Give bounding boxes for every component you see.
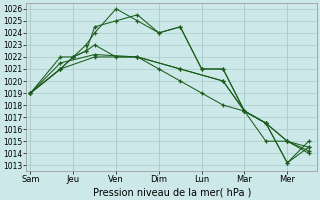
- X-axis label: Pression niveau de la mer( hPa ): Pression niveau de la mer( hPa ): [92, 187, 251, 197]
